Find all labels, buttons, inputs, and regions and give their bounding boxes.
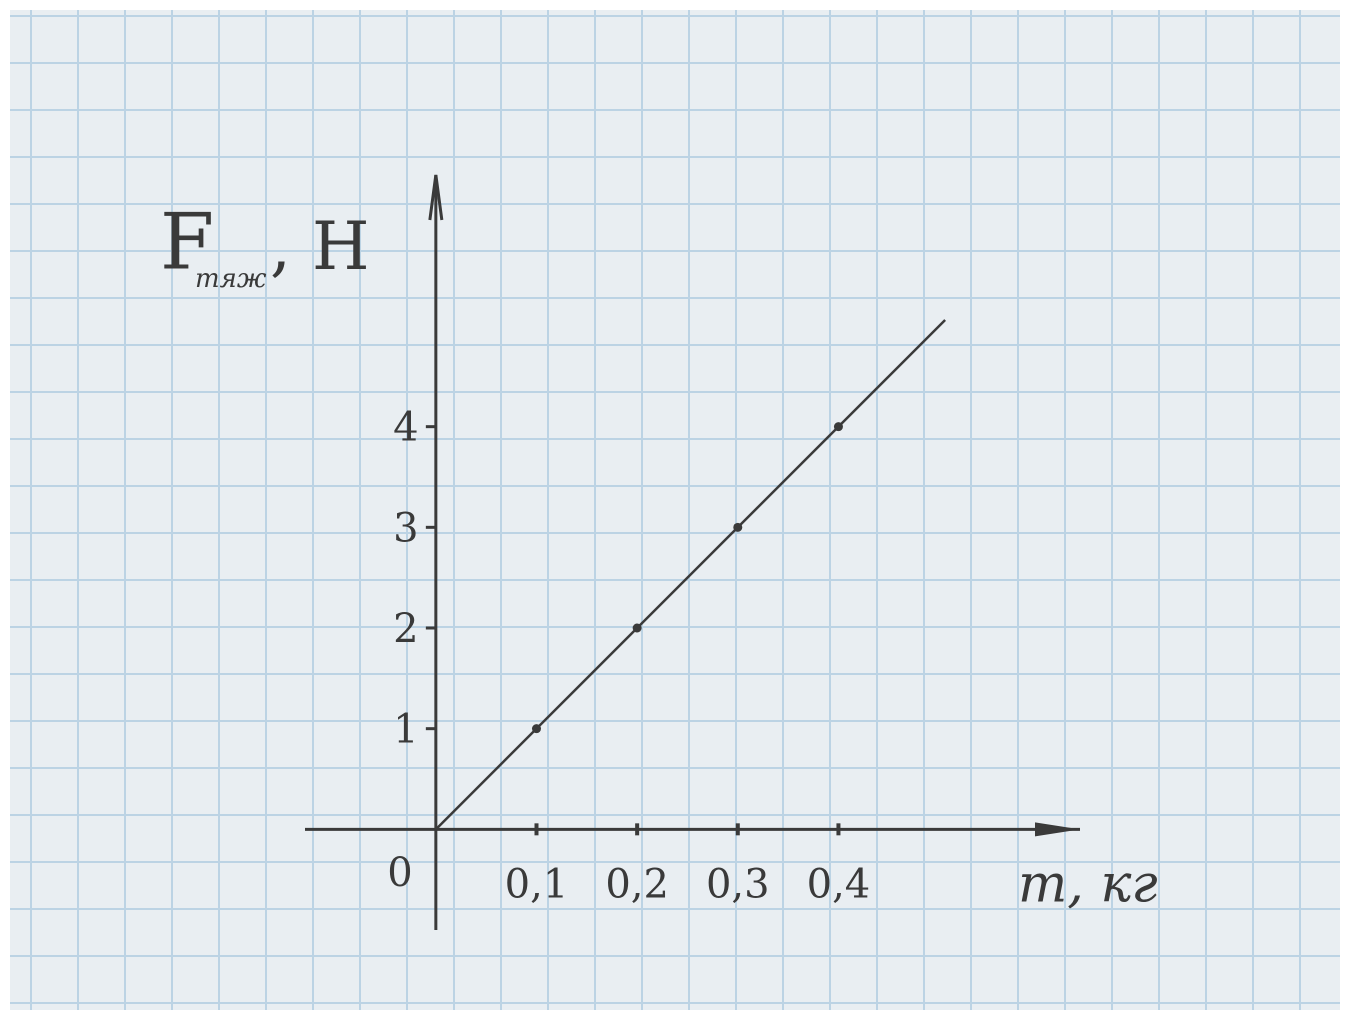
chart: F тяж , H m, кг 0 0,10,20,30,41234	[0, 0, 1350, 1020]
line	[436, 320, 945, 829]
origin-label: 0	[387, 850, 412, 896]
y-axis-label-unit: , H	[270, 208, 370, 285]
y-axis-label-sub: тяж	[195, 264, 267, 294]
y-tick-label: 1	[393, 707, 418, 753]
x-tick-label: 0,1	[505, 861, 569, 907]
x-axis-arrow	[1035, 822, 1080, 836]
point	[633, 624, 642, 633]
x-tick-label: 0,3	[706, 861, 770, 907]
page: F тяж , H m, кг 0 0,10,20,30,41234 (() =…	[0, 0, 1350, 1020]
point	[834, 422, 843, 431]
y-tick-label: 2	[393, 606, 418, 652]
x-axis-label: m, кг	[1018, 855, 1158, 915]
y-tick-label: 4	[393, 405, 418, 451]
point	[532, 724, 541, 733]
y-tick-label: 3	[393, 505, 418, 551]
point	[733, 523, 742, 532]
x-tick-label: 0,4	[807, 861, 871, 907]
x-tick-label: 0,2	[605, 861, 669, 907]
